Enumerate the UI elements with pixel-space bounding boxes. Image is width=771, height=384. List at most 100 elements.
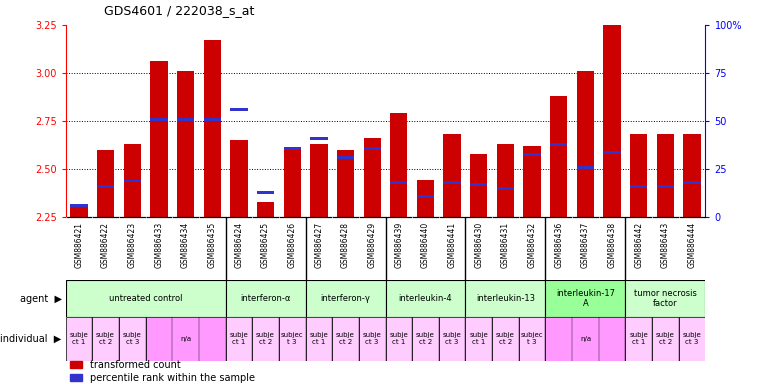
FancyBboxPatch shape [252, 317, 279, 361]
Text: individual  ▶: individual ▶ [1, 334, 62, 344]
Text: GDS4601 / 222038_s_at: GDS4601 / 222038_s_at [104, 4, 254, 17]
Text: GSM886432: GSM886432 [527, 222, 537, 268]
FancyBboxPatch shape [119, 317, 146, 361]
Bar [417, 195, 434, 198]
Bar [470, 154, 487, 217]
Text: subjec
t 3: subjec t 3 [521, 333, 544, 345]
Bar [337, 150, 354, 217]
Text: n/a: n/a [580, 336, 591, 342]
Bar [417, 180, 434, 217]
Bar [630, 185, 648, 188]
Bar [284, 150, 301, 217]
FancyBboxPatch shape [332, 317, 359, 361]
Text: GSM886426: GSM886426 [288, 222, 297, 268]
Bar [577, 166, 594, 169]
Bar [257, 202, 274, 217]
Text: subjec
t 3: subjec t 3 [281, 333, 304, 345]
Text: subje
ct 2: subje ct 2 [256, 333, 275, 345]
FancyBboxPatch shape [412, 317, 439, 361]
Bar [284, 147, 301, 150]
Bar [524, 146, 540, 217]
Bar [204, 118, 221, 121]
Bar [550, 143, 567, 146]
Text: GSM886436: GSM886436 [554, 222, 564, 268]
Text: subje
ct 1: subje ct 1 [629, 333, 648, 345]
Text: GSM886421: GSM886421 [74, 222, 83, 268]
Text: GSM886435: GSM886435 [207, 222, 217, 268]
Text: subje
ct 1: subje ct 1 [470, 333, 488, 345]
FancyBboxPatch shape [66, 317, 93, 361]
FancyBboxPatch shape [678, 317, 705, 361]
FancyBboxPatch shape [439, 317, 466, 361]
FancyBboxPatch shape [466, 317, 492, 361]
Text: subje
ct 2: subje ct 2 [656, 333, 675, 345]
Text: GSM886430: GSM886430 [474, 222, 483, 268]
FancyBboxPatch shape [305, 280, 386, 317]
Bar [497, 187, 514, 190]
FancyBboxPatch shape [225, 317, 252, 361]
Text: GSM886423: GSM886423 [128, 222, 136, 268]
Text: agent  ▶: agent ▶ [20, 293, 62, 304]
FancyBboxPatch shape [652, 317, 678, 361]
Text: subje
ct 1: subje ct 1 [69, 333, 88, 345]
Bar [443, 182, 461, 184]
Text: GSM886428: GSM886428 [341, 222, 350, 268]
FancyBboxPatch shape [492, 317, 519, 361]
Bar [231, 140, 247, 217]
Bar [123, 179, 141, 182]
Text: GSM886434: GSM886434 [181, 222, 190, 268]
Text: subje
ct 3: subje ct 3 [443, 333, 462, 345]
Bar [150, 118, 167, 121]
Text: GSM886422: GSM886422 [101, 222, 110, 268]
FancyBboxPatch shape [225, 280, 305, 317]
Text: GSM886427: GSM886427 [315, 222, 323, 268]
Bar [363, 138, 381, 217]
Text: interferon-α: interferon-α [241, 294, 291, 303]
Text: GSM886424: GSM886424 [234, 222, 244, 268]
Text: GSM886444: GSM886444 [688, 222, 697, 268]
Bar [443, 134, 461, 217]
Bar [231, 109, 247, 111]
Bar [683, 134, 701, 217]
Bar [204, 40, 221, 217]
Text: subje
ct 3: subje ct 3 [123, 333, 142, 345]
Bar [177, 118, 194, 121]
Bar [604, 25, 621, 217]
Bar [470, 184, 487, 186]
Bar [390, 113, 408, 217]
Text: subje
ct 2: subje ct 2 [96, 333, 115, 345]
Text: interleukin-17
A: interleukin-17 A [556, 289, 615, 308]
Bar [577, 71, 594, 217]
FancyBboxPatch shape [66, 280, 225, 317]
FancyBboxPatch shape [546, 280, 625, 317]
Bar [524, 153, 540, 156]
FancyBboxPatch shape [546, 317, 625, 361]
FancyBboxPatch shape [625, 280, 705, 317]
Text: GSM886429: GSM886429 [368, 222, 377, 268]
Bar [70, 205, 88, 207]
Bar [337, 157, 354, 159]
Bar [70, 205, 88, 217]
Text: untreated control: untreated control [109, 294, 182, 303]
Text: GSM886438: GSM886438 [608, 222, 617, 268]
Legend: transformed count, percentile rank within the sample: transformed count, percentile rank withi… [70, 360, 255, 383]
Text: subje
ct 1: subje ct 1 [309, 333, 328, 345]
Bar [657, 134, 674, 217]
Bar [550, 96, 567, 217]
Text: subje
ct 2: subje ct 2 [336, 333, 355, 345]
Text: GSM886425: GSM886425 [261, 222, 270, 268]
Bar [177, 71, 194, 217]
Text: GSM886442: GSM886442 [635, 222, 643, 268]
FancyBboxPatch shape [519, 317, 546, 361]
FancyBboxPatch shape [305, 317, 332, 361]
Bar [310, 144, 328, 217]
Text: subje
ct 2: subje ct 2 [496, 333, 515, 345]
Bar [390, 182, 408, 184]
Text: GSM886437: GSM886437 [581, 222, 590, 268]
Bar [657, 185, 674, 188]
FancyBboxPatch shape [466, 280, 546, 317]
Text: tumor necrosis
factor: tumor necrosis factor [634, 289, 697, 308]
Bar [630, 134, 648, 217]
Text: subje
ct 3: subje ct 3 [683, 333, 702, 345]
Bar [683, 182, 701, 184]
